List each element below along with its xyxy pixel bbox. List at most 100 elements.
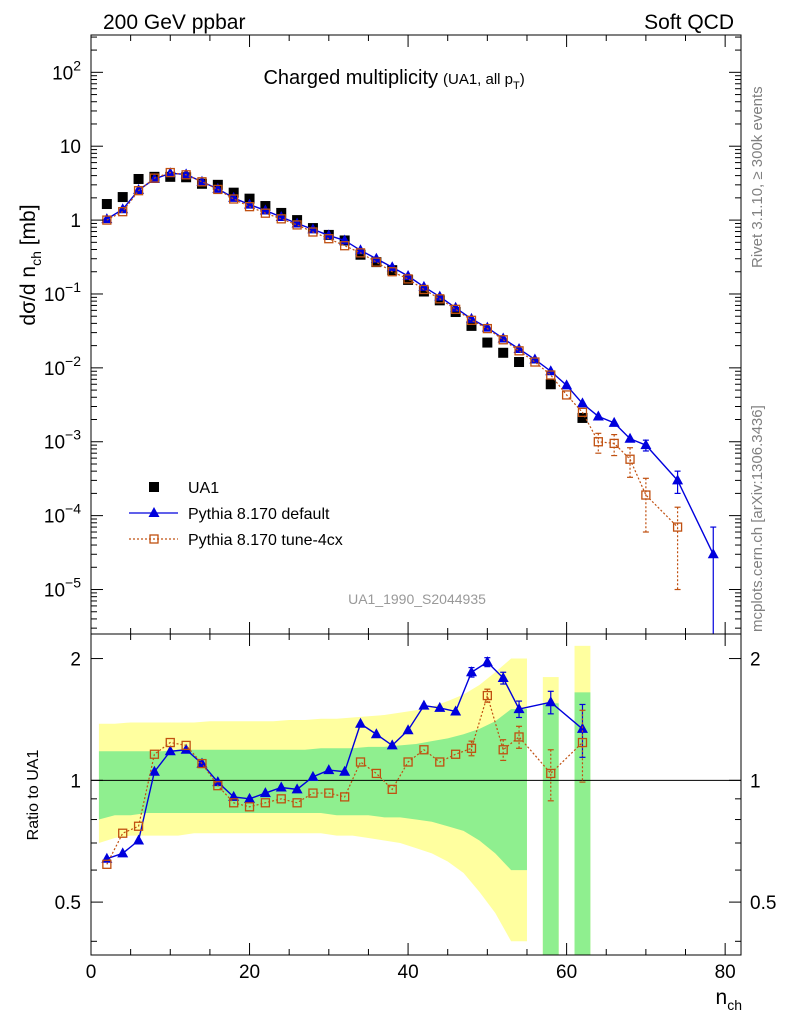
series-point-1 (514, 346, 524, 356)
x-tick-label: 80 (715, 962, 736, 983)
rivet-version-label: Rivet 3.1.10, ≥ 300k events (749, 86, 766, 268)
series-point-1 (561, 390, 572, 400)
series-point-0 (497, 332, 509, 343)
ratio-point-1 (181, 740, 191, 751)
series-point-1 (625, 454, 635, 464)
ratio-point-1 (102, 859, 112, 869)
ratio-point-1 (514, 732, 524, 742)
ratio-point-0 (370, 728, 382, 739)
series-point-0 (592, 410, 604, 421)
series-point-0 (212, 182, 224, 193)
series-point-1 (641, 490, 651, 500)
ratio-point-1 (577, 737, 588, 748)
mcplots-source-label: mcplots.cern.ch [arXiv:1306.3436] (749, 405, 766, 632)
data-point-ua1 (514, 357, 525, 368)
ratio-point-0 (481, 656, 493, 667)
series-point-1 (355, 248, 366, 258)
series-point-1 (530, 357, 540, 367)
series-point-0 (608, 416, 620, 427)
ratio-point-1 (355, 757, 366, 767)
series-point-1 (276, 214, 286, 224)
series-point-1 (498, 335, 508, 345)
series-point-0 (228, 191, 240, 202)
ratio-y-tick-label-right: 0.5 (750, 893, 776, 914)
x-tick-label: 20 (239, 962, 260, 983)
data-point-ua1 (545, 379, 556, 390)
ratio-y-axis-label: Ratio to UA1 (25, 750, 42, 841)
ratio-point-1 (165, 737, 175, 748)
ratio-point-1 (197, 758, 207, 769)
ratio-point-0 (339, 765, 351, 776)
y-tick-label: 10−3 (44, 427, 81, 454)
ratio-line-1 (106, 693, 583, 865)
ratio-point-0 (465, 666, 477, 677)
ratio-plot-content (91, 645, 741, 955)
series-point-1 (197, 177, 207, 187)
series-point-1 (260, 208, 271, 218)
analysis-id-label: UA1_1990_S2044935 (348, 591, 486, 607)
ratio-point-1 (149, 749, 160, 759)
series-point-1 (340, 241, 350, 251)
ratio-band-inner-extra (542, 703, 559, 955)
series-point-1 (118, 207, 128, 217)
ratio-point-1 (133, 821, 144, 831)
ratio-point-1 (340, 792, 350, 802)
series-point-1 (133, 186, 144, 196)
data-point-ua1 (466, 320, 477, 331)
ratio-y-tick-label: 0.5 (55, 893, 81, 914)
chart-header: 200 GeV ppbar Soft QCD (103, 11, 734, 34)
data-point-ua1 (450, 307, 461, 318)
series-point-0 (561, 379, 573, 390)
series-point-1 (609, 438, 619, 449)
series-point-0 (450, 301, 462, 312)
series-point-1 (149, 173, 160, 183)
series-point-1 (213, 184, 223, 195)
y-axis-label: dσ/d nch [mb] (17, 204, 44, 325)
series-point-0 (133, 184, 145, 195)
series-point-1 (292, 220, 302, 230)
series-point-0 (640, 439, 652, 450)
legend-marker-ua1 (149, 482, 159, 492)
series-point-0 (101, 213, 113, 224)
ratio-point-1 (498, 745, 508, 755)
ratio-point-0 (450, 705, 462, 716)
ratio-point-0 (402, 724, 414, 735)
data-point-ua1 (482, 337, 493, 348)
data-point-ua1 (355, 249, 366, 260)
ratio-band-inner-extra (574, 692, 591, 955)
data-point-ua1 (133, 173, 144, 184)
series-point-1 (482, 323, 492, 334)
y-tick-label: 10−1 (44, 279, 81, 306)
series-point-1 (435, 294, 445, 304)
ratio-point-0 (307, 770, 319, 781)
main-axis-ticks (90, 35, 741, 634)
series-point-1 (577, 407, 588, 417)
series-line-1 (106, 171, 679, 528)
ratio-point-0 (434, 701, 446, 712)
ratio-point-1 (546, 768, 556, 779)
ratio-point-1 (482, 690, 492, 701)
x-axis-label: nch (716, 986, 742, 1013)
ratio-y-tick-label-right: 2 (750, 650, 761, 671)
main-panel: 10−5 10−4 10−3 10−2 10−1 1 10 102 Charged multi… (17, 34, 742, 635)
legend-label: Pythia 8.170 default (188, 506, 330, 523)
ratio-point-1 (276, 794, 286, 804)
ratio-y-tick-label: 2 (70, 650, 81, 671)
ratio-point-0 (386, 739, 398, 750)
series-point-1 (165, 167, 175, 178)
x-tick-labels: 0 20 40 60 80 (86, 962, 736, 983)
series-point-0 (672, 474, 684, 485)
series-point-1 (387, 267, 397, 277)
ratio-point-1 (324, 788, 334, 798)
series-point-1 (181, 170, 191, 180)
ratio-point-0 (164, 745, 176, 756)
data-point-ua1 (577, 412, 588, 423)
series-point-0 (707, 548, 719, 559)
ratio-point-1 (387, 784, 397, 794)
data-point-ua1 (101, 199, 112, 210)
ratio-point-1 (403, 757, 413, 767)
ratio-point-0 (323, 764, 335, 775)
data-point-ua1 (117, 192, 128, 203)
x-tick-label: 40 (398, 962, 419, 983)
series-line-0 (106, 172, 714, 555)
